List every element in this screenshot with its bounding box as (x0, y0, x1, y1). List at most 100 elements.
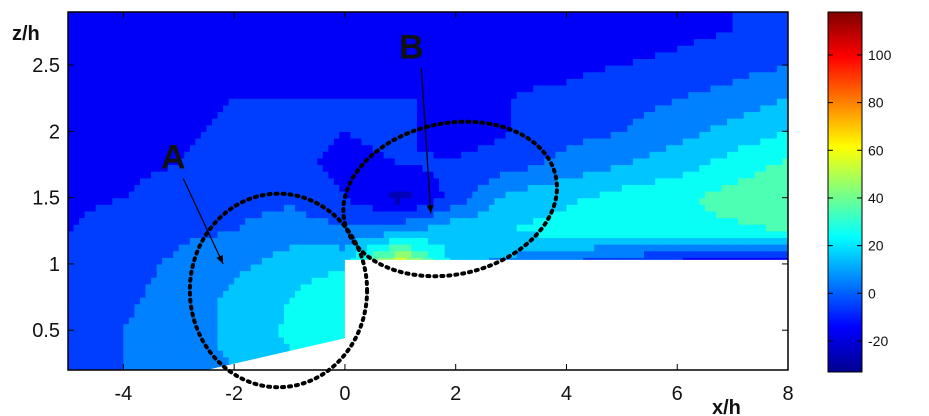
contour-cell (278, 25, 285, 33)
contour-cell (527, 45, 534, 53)
contour-cell (378, 250, 385, 258)
contour-cell (151, 297, 158, 305)
contour-cell (184, 118, 191, 126)
contour-cell (378, 191, 385, 199)
contour-cell (156, 71, 163, 79)
contour-cell (239, 91, 246, 99)
contour-cell (173, 71, 180, 79)
contour-cell (256, 237, 263, 245)
contour-cell (311, 91, 318, 99)
contour-cell (284, 316, 291, 325)
contour-cell (433, 78, 440, 86)
contour-cell (411, 58, 418, 66)
contour-cell (295, 177, 302, 185)
contour-cell (328, 104, 335, 113)
contour-cell (189, 224, 196, 232)
contour-cell (167, 98, 174, 106)
contour-cell (378, 237, 385, 245)
contour-cell (84, 177, 91, 185)
contour-cell (367, 217, 374, 225)
contour-cell (167, 343, 174, 351)
contour-cell (112, 303, 119, 311)
contour-cell (477, 237, 484, 245)
contour-cell (527, 224, 534, 232)
contour-cell (522, 71, 529, 79)
contour-cell (322, 283, 329, 292)
contour-cell (538, 45, 545, 53)
contour-cell (356, 18, 363, 26)
contour-cell (73, 111, 80, 119)
contour-cell (106, 98, 113, 106)
contour-cell (295, 290, 302, 298)
contour-cell (145, 58, 152, 66)
contour-cell (344, 250, 352, 258)
contour-cell (466, 98, 473, 106)
contour-cell (372, 38, 379, 46)
contour-cell (184, 224, 191, 232)
contour-cell (311, 336, 318, 345)
contour-cell (500, 191, 507, 199)
contour-cell (295, 144, 302, 152)
contour-cell (328, 290, 335, 298)
contour-cell (79, 217, 86, 225)
contour-cell (117, 237, 124, 245)
contour-cell (267, 12, 274, 20)
contour-cell (106, 270, 113, 278)
contour-cell (472, 111, 479, 119)
contour-cell (295, 210, 302, 219)
contour-cell (73, 290, 80, 298)
contour-cell (112, 78, 119, 86)
contour-cell (333, 164, 340, 172)
contour-cell (333, 124, 340, 132)
contour-cell (549, 224, 556, 232)
contour-cell (112, 283, 119, 292)
contour-cell (223, 58, 230, 66)
contour-cell (239, 51, 246, 60)
contour-cell (300, 184, 307, 192)
contour-cell (300, 217, 307, 225)
contour-cell (472, 124, 479, 132)
contour-cell (350, 244, 357, 252)
contour-cell (472, 244, 479, 252)
contour-cell (228, 98, 235, 106)
contour-cell (123, 363, 130, 370)
contour-cell (450, 210, 457, 219)
contour-cell (156, 65, 163, 73)
contour-cell (200, 144, 208, 152)
contour-cell (356, 204, 363, 212)
contour-cell (167, 283, 174, 292)
contour-cell (189, 350, 196, 358)
contour-cell (477, 104, 484, 113)
contour-cell (361, 191, 368, 199)
contour-cell (200, 31, 208, 40)
contour-cell (261, 164, 268, 172)
contour-cell (206, 244, 213, 252)
contour-cell (128, 137, 136, 146)
contour-cell (433, 137, 440, 146)
contour-cell (234, 191, 241, 199)
contour-cell (300, 131, 307, 139)
contour-cell (123, 330, 130, 338)
contour-cell (200, 164, 208, 172)
contour-cell (245, 104, 252, 113)
contour-cell (156, 237, 163, 245)
contour-cell (101, 204, 108, 212)
contour-cell (477, 224, 484, 232)
contour-cell (117, 310, 124, 318)
contour-cell (311, 244, 318, 252)
contour-cell (84, 18, 91, 26)
contour-cell (223, 151, 230, 159)
contour-cell (256, 144, 263, 152)
contour-cell (200, 343, 208, 351)
contour-cell (500, 164, 507, 172)
contour-cell (466, 25, 473, 33)
contour-cell (106, 197, 113, 205)
contour-cell (84, 316, 91, 325)
contour-cell (234, 204, 241, 212)
contour-cell (272, 250, 280, 258)
contour-cell (555, 224, 562, 232)
contour-cell (117, 316, 124, 325)
contour-cell (200, 177, 208, 185)
contour-cell (212, 210, 219, 219)
contour-cell (450, 217, 457, 225)
